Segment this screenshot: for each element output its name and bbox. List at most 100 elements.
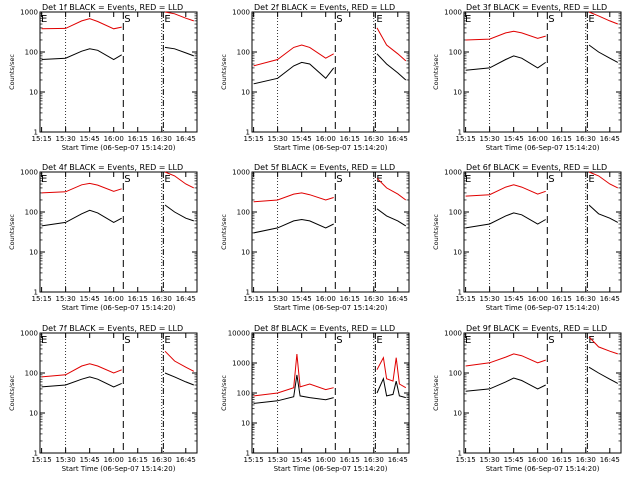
x-axis-label: Start Time (06-Sep-07 15:14:20)	[62, 144, 176, 152]
x-tick-label: 15:30	[56, 456, 76, 464]
marker-label: E	[588, 174, 594, 185]
plot-frame	[251, 11, 410, 133]
chart-panel-7: Det 7f BLACK = Events, RED = LLD 1 10 100 10…	[8, 324, 198, 473]
y-axis-label: Counts/sec	[8, 375, 16, 411]
x-axis-label: Start Time (06-Sep-07 15:14:20)	[274, 304, 388, 312]
x-axis-label: Start Time (06-Sep-07 15:14:20)	[62, 304, 176, 312]
x-tick-label: 16:30	[576, 135, 596, 143]
marker-label: S	[548, 335, 554, 346]
marker-label: S	[124, 14, 130, 25]
x-tick-label: 16:00	[528, 295, 548, 303]
y-tick-label: 10	[29, 249, 38, 257]
series-line-lld	[253, 177, 407, 203]
panel-title: Det 7f BLACK = Events, RED = LLD	[42, 324, 183, 333]
marker-label: E	[41, 14, 47, 25]
x-tick-label: 16:15	[340, 295, 360, 303]
x-tick-label: 16:15	[128, 135, 148, 143]
y-tick-label: 10000	[228, 330, 250, 338]
x-tick-label: 15:15	[456, 135, 476, 143]
chart-panel-5: Det 5f BLACK = Events, RED = LLD 1 10 100 10…	[220, 163, 410, 312]
x-tick-label: 16:30	[364, 295, 384, 303]
x-tick-label: 16:45	[176, 135, 196, 143]
marker-label: E	[376, 174, 382, 185]
x-tick-label: 15:15	[32, 295, 52, 303]
marker-label: E	[588, 335, 594, 346]
x-tick-label: 15:30	[480, 456, 500, 464]
series-line-lld	[41, 171, 195, 194]
marker-label: E	[41, 335, 47, 346]
series-line-lld	[41, 350, 195, 378]
y-tick-label: 10	[241, 89, 250, 97]
series-line-events	[465, 366, 619, 392]
chart-panel-9: Det 9f BLACK = Events, RED = LLD 1 10 100 10…	[432, 324, 622, 473]
x-tick-label: 15:45	[504, 135, 524, 143]
plot-frame	[39, 171, 198, 293]
plot-frame	[39, 332, 198, 454]
y-tick-label: 1	[458, 129, 462, 137]
y-tick-label: 100	[25, 49, 38, 57]
x-tick-label: 15:45	[292, 456, 312, 464]
panel-title: Det 9f BLACK = Events, RED = LLD	[466, 324, 607, 333]
y-tick-label: 1000	[232, 9, 250, 17]
y-axis-label: Counts/sec	[220, 214, 228, 250]
x-tick-label: 16:00	[528, 456, 548, 464]
y-axis-label: Counts/sec	[432, 375, 440, 411]
plot-frame	[463, 332, 622, 454]
y-tick-label: 1	[458, 450, 462, 458]
x-tick-label: 15:30	[480, 135, 500, 143]
marker-label: E	[588, 14, 594, 25]
panel-title: Det 3f BLACK = Events, RED = LLD	[466, 3, 607, 12]
y-tick-label: 1	[246, 450, 250, 458]
x-tick-label: 15:30	[268, 456, 288, 464]
y-axis-label: Counts/sec	[220, 375, 228, 411]
x-tick-label: 16:00	[316, 456, 336, 464]
panel-title: Det 8f BLACK = Events, RED = LLD	[254, 324, 395, 333]
x-tick-label: 16:30	[152, 295, 172, 303]
chart-panel-6: Det 6f BLACK = Events, RED = LLD 1 10 100 10…	[432, 163, 622, 312]
marker-label: E	[164, 174, 170, 185]
y-tick-label: 1	[34, 450, 38, 458]
series-line-lld	[41, 11, 194, 30]
y-tick-label: 1000	[20, 169, 38, 177]
x-tick-label: 16:45	[600, 295, 620, 303]
x-tick-label: 15:45	[80, 456, 100, 464]
x-tick-label: 16:30	[152, 135, 172, 143]
x-tick-label: 15:45	[80, 135, 100, 143]
x-tick-label: 15:30	[480, 295, 500, 303]
y-tick-label: 1	[246, 289, 250, 297]
x-tick-label: 15:15	[244, 135, 264, 143]
marker-label: S	[124, 174, 130, 185]
y-tick-label: 1000	[232, 169, 250, 177]
x-tick-label: 16:45	[176, 295, 196, 303]
x-tick-label: 16:00	[316, 135, 336, 143]
y-axis-label: Counts/sec	[8, 214, 16, 250]
marker-label: E	[376, 14, 382, 25]
y-tick-label: 1000	[444, 9, 462, 17]
x-tick-label: 15:15	[456, 456, 476, 464]
y-tick-label: 1000	[444, 169, 462, 177]
x-tick-label: 15:15	[244, 295, 264, 303]
y-tick-label: 1000	[444, 330, 462, 338]
y-tick-label: 10	[241, 420, 250, 428]
panel-title: Det 6f BLACK = Events, RED = LLD	[466, 163, 607, 172]
x-tick-label: 16:00	[104, 135, 124, 143]
y-axis-label: Counts/sec	[432, 214, 440, 250]
series-line-events	[253, 374, 406, 404]
x-tick-label: 15:15	[32, 135, 52, 143]
x-tick-label: 15:45	[504, 295, 524, 303]
plot-frame	[463, 171, 622, 293]
y-tick-label: 100	[25, 209, 38, 217]
marker-label: E	[41, 174, 47, 185]
x-tick-label: 16:00	[316, 295, 336, 303]
panel-title: Det 1f BLACK = Events, RED = LLD	[42, 3, 183, 12]
marker-label: E	[164, 335, 170, 346]
marker-label: S	[124, 335, 130, 346]
x-tick-label: 16:15	[552, 135, 572, 143]
x-tick-label: 15:45	[292, 295, 312, 303]
x-tick-label: 16:00	[104, 295, 124, 303]
y-tick-label: 1	[34, 289, 38, 297]
plot-frame	[39, 11, 198, 133]
x-axis-label: Start Time (06-Sep-07 15:14:20)	[62, 465, 176, 473]
x-tick-label: 16:45	[600, 456, 620, 464]
y-tick-label: 10	[453, 249, 462, 257]
